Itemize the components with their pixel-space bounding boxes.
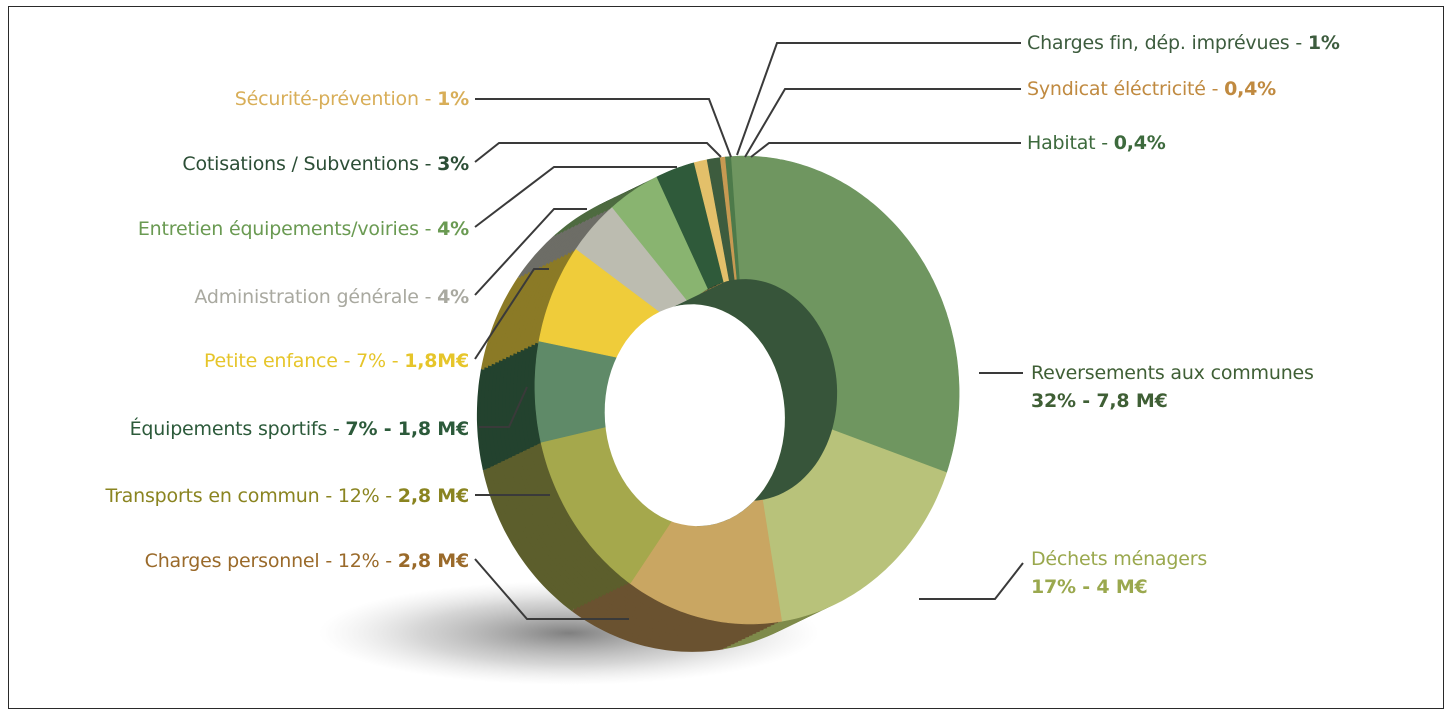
label-name: Transports en commun - 12% - xyxy=(104,485,397,507)
label-cotisations-subventions: Cotisations / Subventions - 3% xyxy=(182,153,469,175)
label-name: Administration générale - xyxy=(194,286,437,308)
leader-line-charges-personnel xyxy=(474,558,629,620)
label-name: Reversements aux communes xyxy=(1031,362,1314,384)
label-securite-prevention: Sécurité-prévention - 1% xyxy=(235,88,469,110)
leader-line-petite-enfance xyxy=(474,268,549,360)
label-value: 0,4% xyxy=(1224,78,1276,100)
label-syndicat-electricite: Syndicat éléctricité - 0,4% xyxy=(1027,78,1276,100)
label-name: Déchets ménagers xyxy=(1031,548,1207,570)
donut-chart: Reversements aux communes 32% - 7,8 M€ Déc… xyxy=(104,32,1340,685)
label-name: Entretien équipements/voiries - xyxy=(138,218,437,240)
leader-line-equipements-sportifs xyxy=(479,386,528,428)
slice-labels: Reversements aux communes 32% - 7,8 M€ Déc… xyxy=(104,32,1340,598)
leader-line-administration-generale xyxy=(474,208,587,296)
label-name: Charges personnel - 12% - xyxy=(145,550,398,572)
label-value: 0,4% xyxy=(1114,132,1166,154)
leader-line-charges-fin-dep-imprevues xyxy=(736,42,1021,156)
label-name: Habitat - xyxy=(1027,132,1114,154)
label-value: 4% xyxy=(437,218,469,240)
leader-line-habitat xyxy=(750,142,1021,158)
donut-hole xyxy=(604,304,785,527)
label-reversements-aux-communes: Reversements aux communes 32% - 7,8 M€ xyxy=(1031,362,1314,412)
label-name: Syndicat éléctricité - xyxy=(1027,78,1224,100)
label-administration-generale: Administration générale - 4% xyxy=(194,286,469,308)
label-name: Cotisations / Subventions - xyxy=(182,153,437,175)
label-value: 1,8M€ xyxy=(404,350,469,372)
label-name: Équipements sportifs - xyxy=(130,417,346,440)
leader-line-dechets-menagers xyxy=(919,562,1024,600)
label-value: 4% xyxy=(437,286,469,308)
leader-line-cotisations-subventions xyxy=(474,142,722,163)
label-petite-enfance: Petite enfance - 7% - 1,8M€ xyxy=(204,350,469,372)
label-equipements-sportifs: Équipements sportifs - 7% - 1,8 M€ xyxy=(130,417,469,440)
label-name: Charges fin, dép. imprévues - xyxy=(1027,32,1308,54)
donut-inner-wall xyxy=(673,279,838,527)
label-name: Sécurité-prévention - xyxy=(235,88,437,110)
label-entretien-equipements-voiries: Entretien équipements/voiries - 4% xyxy=(138,218,469,240)
chart-frame: Reversements aux communes 32% - 7,8 M€ Déc… xyxy=(8,6,1444,709)
label-value: 7% - 1,8 M€ xyxy=(345,418,469,440)
label-dechets-menagers: Déchets ménagers 17% - 4 M€ xyxy=(1031,548,1207,598)
leader-line-entretien-equipements-voiries xyxy=(474,166,677,228)
label-value: 32% - 7,8 M€ xyxy=(1031,390,1168,412)
leader-line-syndicat-electricite xyxy=(744,88,1021,158)
leader-line-securite-prevention xyxy=(475,98,732,158)
label-value: 2,8 M€ xyxy=(398,550,469,572)
label-transports-en-commun: Transports en commun - 12% - 2,8 M€ xyxy=(104,485,469,507)
label-value: 17% - 4 M€ xyxy=(1031,576,1148,598)
leader-lines xyxy=(474,42,1024,620)
label-name: Petite enfance - 7% - xyxy=(204,350,404,372)
donut-top-faces xyxy=(534,155,960,625)
label-charges-fin-dep-imprevues: Charges fin, dép. imprévues - 1% xyxy=(1027,32,1340,54)
slice-habitat[interactable] xyxy=(725,156,740,280)
label-value: 1% xyxy=(1308,32,1340,54)
label-habitat: Habitat - 0,4% xyxy=(1027,132,1166,154)
label-charges-personnel: Charges personnel - 12% - 2,8 M€ xyxy=(145,550,469,572)
label-value: 2,8 M€ xyxy=(398,485,469,507)
label-value: 1% xyxy=(437,88,469,110)
label-value: 3% xyxy=(437,153,469,175)
